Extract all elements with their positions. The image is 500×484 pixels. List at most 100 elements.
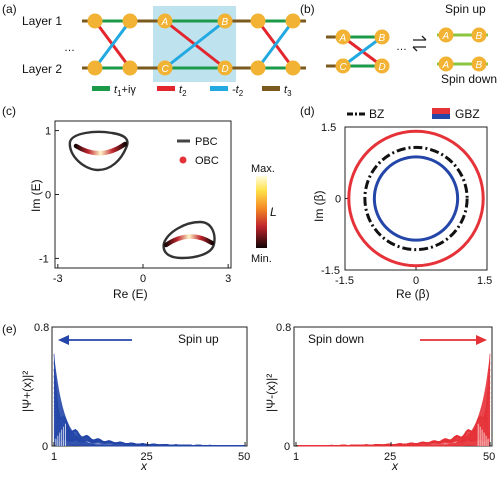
b-site-label: C	[340, 62, 348, 73]
left-arrow-icon	[58, 335, 132, 345]
lattice-nodes: A C B D	[87, 13, 301, 76]
eigenstate-line	[53, 353, 246, 447]
b-node	[335, 58, 351, 74]
spin-up-axes: 1 25 50 0.8 0	[34, 322, 250, 463]
eigenstate-line	[296, 368, 491, 447]
d-ytick-label: 0	[335, 194, 341, 206]
pbc-loop-upper	[68, 130, 129, 172]
eigenstate-line	[296, 361, 491, 447]
layer2-label: Layer 2	[22, 62, 62, 76]
colorbar-min: Min.	[251, 253, 272, 265]
panel-d: (d) -1.5 0 1.5 1.5 0 -1.5 BZ GBZ Re (β) Im (β…	[300, 104, 492, 301]
spin-down-ylabel: |Ψ-(x)|²	[264, 374, 278, 412]
panel-b-bonds	[326, 35, 383, 68]
panel-e-label: (e)	[2, 322, 17, 336]
lattice-node	[217, 13, 233, 29]
d-xtick-label: -1.5	[335, 275, 354, 287]
panel-e: (e) 1 25 50 0.8 0 Spin up |Ψ+(x)|² x 1 25 50 0.…	[2, 322, 495, 473]
d-ytick-label: -1.5	[321, 265, 340, 277]
spin-site-label: B	[476, 31, 483, 42]
e-xtick-label: 50	[483, 451, 495, 463]
eigenstate-line	[53, 437, 246, 447]
panel-c-axes: -3 0 3 1 0 -1	[39, 126, 231, 285]
c-ytick-label: 1	[45, 126, 51, 138]
gbz-legend-swatch-red	[432, 108, 450, 114]
panel-c-xlabel: Re (E)	[113, 287, 148, 301]
legend-swatch-0	[92, 86, 110, 91]
bond-mt2-0	[93, 20, 132, 69]
spin-node	[438, 27, 454, 43]
spin-node	[471, 27, 487, 43]
lattice-node	[285, 13, 301, 29]
b-node	[374, 58, 390, 74]
hopping-legend: t1+iγ t2 -t2 t3	[92, 84, 292, 98]
layer1-label: Layer 1	[22, 14, 62, 28]
obc-arc-upper	[73, 141, 128, 156]
c-ytick-label: -1	[39, 253, 49, 265]
b-node	[374, 29, 390, 45]
spin-site-label: B	[476, 60, 483, 71]
obc-legend-marker	[179, 156, 187, 164]
spin-node	[438, 56, 454, 72]
spin-down-distribution	[295, 353, 491, 447]
legend-swatch-1	[157, 86, 175, 91]
eigenstate-line	[53, 361, 246, 447]
spin-up-title: Spin up	[178, 332, 219, 346]
e-ytick-label: 0	[42, 441, 48, 453]
lattice-node	[157, 13, 173, 29]
panel-b-nodes: A B C D	[335, 29, 390, 74]
panel-b: (b) A B C D … Spin up Spin down A B A B	[300, 2, 497, 86]
equivalence-arrows-icon	[412, 35, 427, 52]
panel-d-ylabel: Im (β)	[312, 190, 326, 222]
lattice-node	[217, 60, 233, 76]
lattice-node	[250, 13, 266, 29]
eigenstate-line	[53, 375, 246, 447]
site-label: C	[162, 64, 170, 75]
panel-d-circles	[347, 129, 485, 268]
left-dots: …	[64, 42, 75, 54]
panel-c-ylabel: Im (E)	[29, 179, 43, 212]
panel-d-xlabel: Re (β)	[396, 287, 430, 301]
obc-arc-lower	[163, 234, 215, 248]
eigenstate-line	[53, 368, 246, 447]
b-bond-mt2	[342, 35, 383, 68]
panel-b-label: (b)	[300, 2, 315, 16]
lattice-node	[250, 60, 266, 76]
d-ytick-label: 1.5	[321, 122, 336, 134]
spin-node	[471, 56, 487, 72]
spin-up-xlabel: x	[140, 459, 148, 473]
legend-swatch-3	[262, 86, 280, 91]
panel-d-axes: -1.5 0 1.5 1.5 0 -1.5	[321, 122, 492, 287]
distribution-fill	[295, 353, 491, 446]
site-label: B	[222, 17, 229, 28]
b-site-label: D	[379, 62, 386, 73]
site-label: D	[222, 64, 229, 75]
legend-swatch-2	[210, 86, 228, 91]
legend-text-3: t3	[284, 84, 292, 98]
lattice-node	[122, 13, 138, 29]
lattice-node	[122, 60, 138, 76]
spin-chains: A B A B	[437, 27, 488, 72]
bond-mt2-2	[256, 20, 295, 69]
panel-c: (c) -3 0 3 1 0 -1 PBC OBC	[2, 104, 277, 301]
spin-site-label: A	[442, 60, 450, 71]
spin-down-label: Spin down	[441, 72, 497, 86]
colorbar	[256, 176, 267, 248]
bz-circle	[363, 145, 469, 252]
panel-c-spectrum	[68, 130, 216, 260]
eigenstate-line	[296, 375, 491, 447]
d-xtick-label: 1.5	[477, 275, 492, 287]
eigenstate-line	[53, 381, 246, 447]
c-xtick-label: 3	[225, 273, 231, 285]
e-xtick-label: 25	[141, 451, 153, 463]
bond-mt2-1	[164, 19, 226, 70]
spin-site-label: A	[442, 31, 450, 42]
e-ytick-label: 0.8	[34, 322, 49, 334]
legend-text-1: t2	[179, 84, 187, 98]
gbz-circle-blue	[372, 155, 460, 242]
spin-down-xlabel: x	[391, 459, 399, 473]
spin-up-ylabel: |Ψ+(x)|²	[20, 371, 34, 412]
e-ytick-label: 0	[284, 441, 290, 453]
c-xtick-label: -3	[53, 273, 63, 285]
